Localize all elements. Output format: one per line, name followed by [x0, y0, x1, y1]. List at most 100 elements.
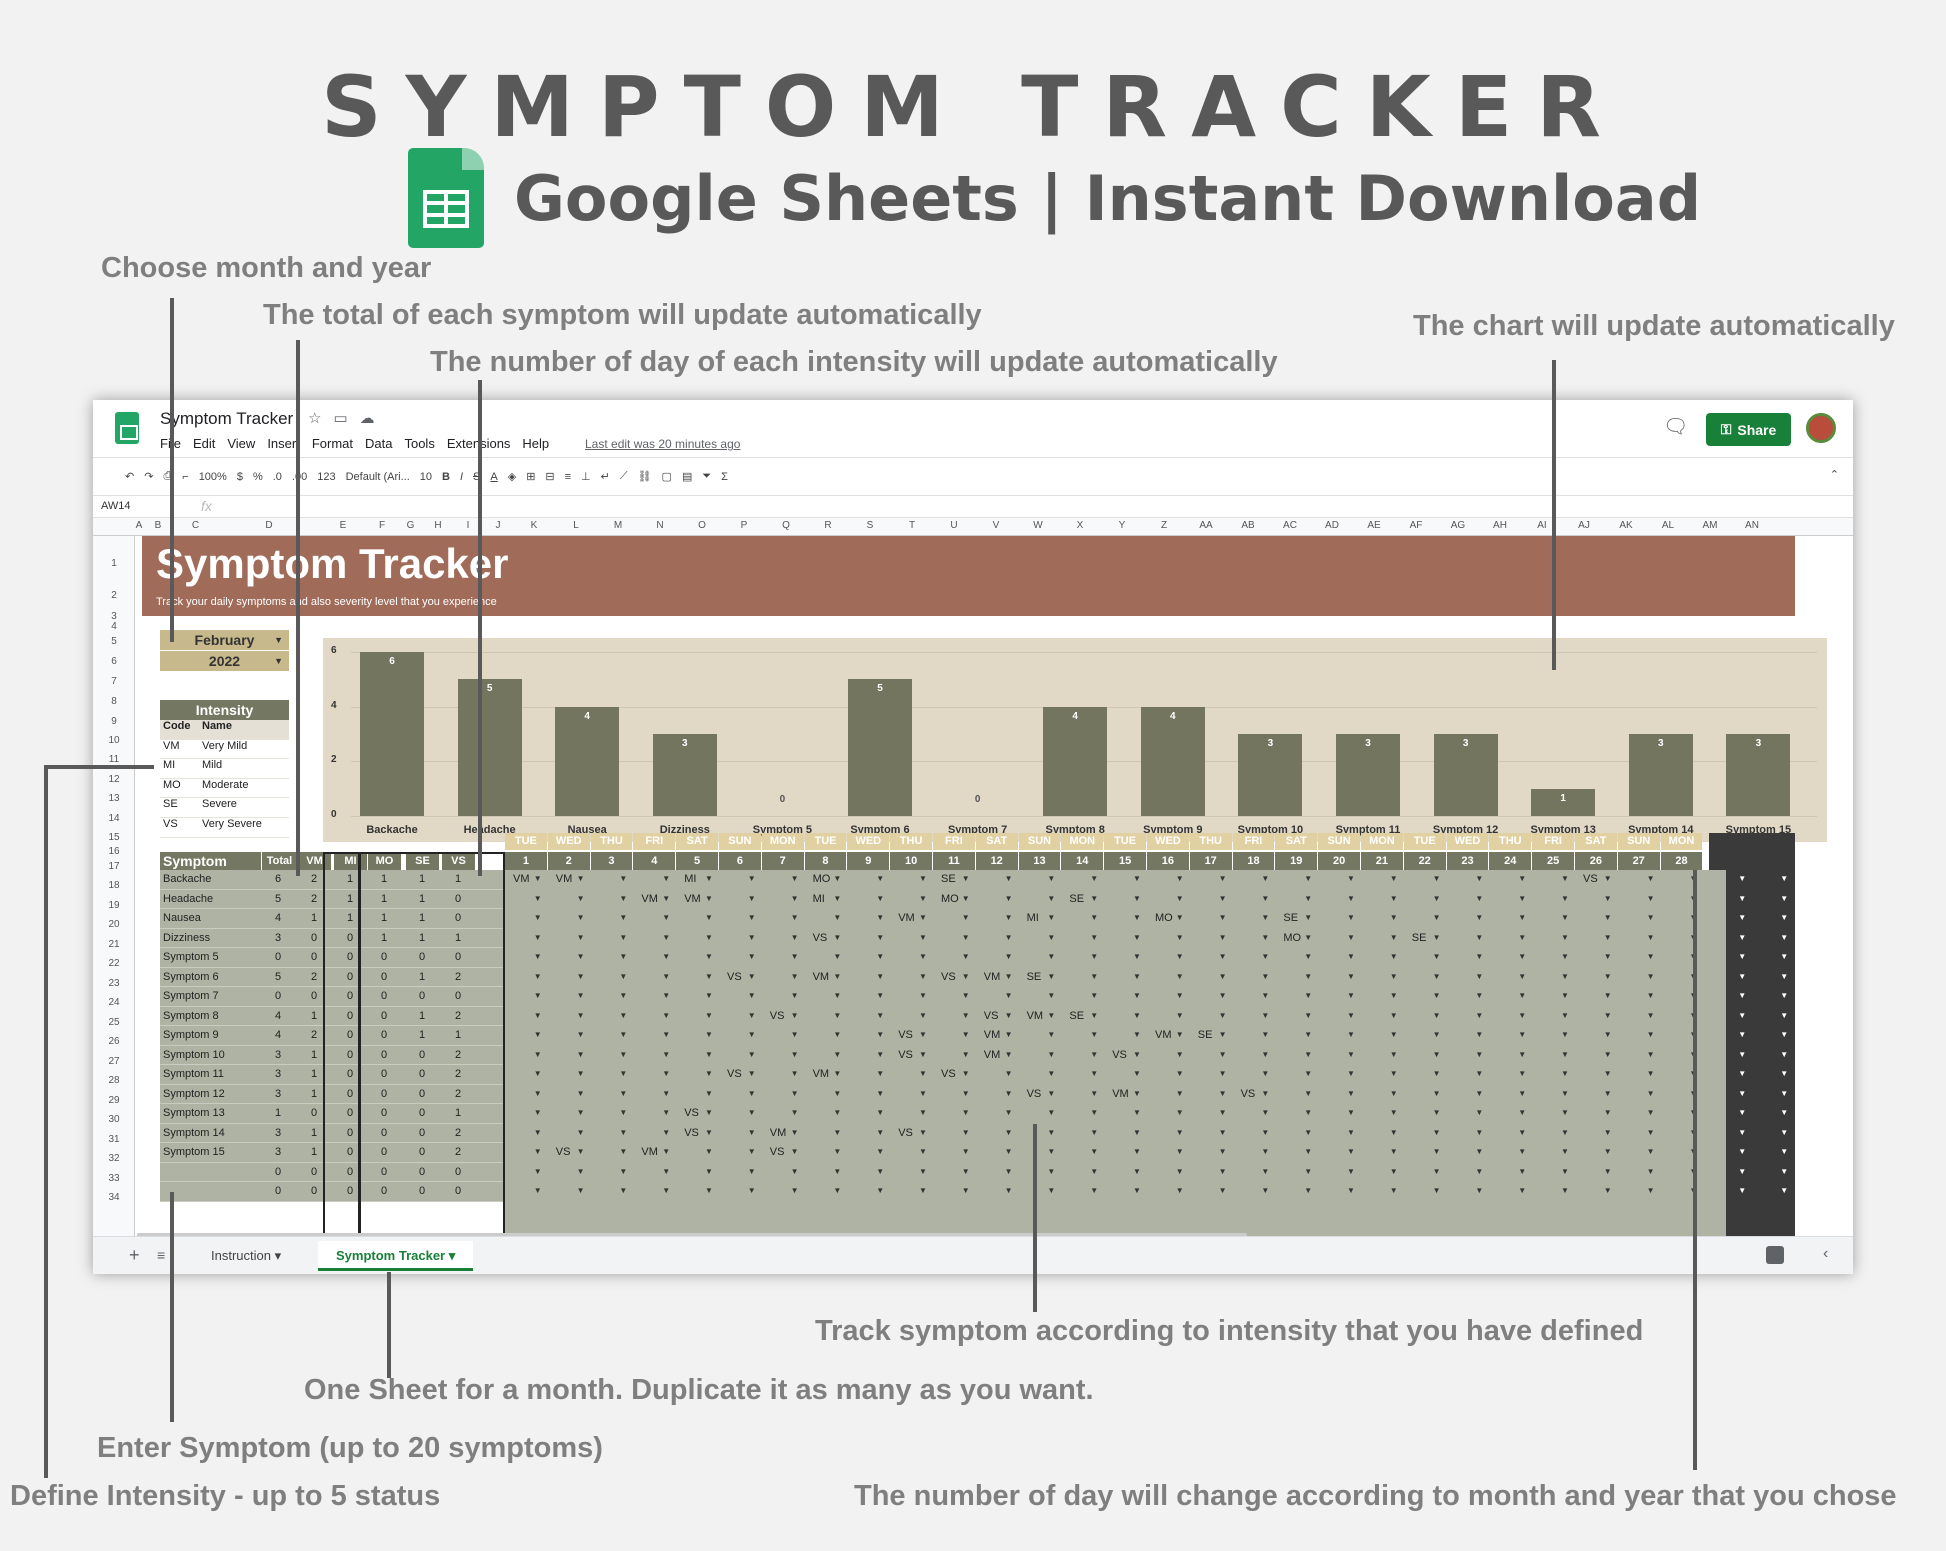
- italic-icon[interactable]: I: [459, 470, 464, 483]
- dropdown-arrow-icon[interactable]: ▼: [1175, 893, 1184, 903]
- dropdown-arrow-icon[interactable]: ▼: [833, 1127, 842, 1137]
- dropdown-arrow-icon[interactable]: ▼: [1175, 991, 1184, 1000]
- dropdown-arrow-icon[interactable]: ▼: [1738, 1010, 1747, 1020]
- dropdown-arrow-icon[interactable]: ▼: [1603, 1127, 1612, 1137]
- row-header-4[interactable]: 4: [111, 621, 117, 632]
- dropdown-arrow-icon[interactable]: ▼: [1218, 1108, 1227, 1117]
- dropdown-arrow-icon[interactable]: ▼: [1304, 874, 1313, 883]
- dropdown-arrow-icon[interactable]: ▼: [1738, 952, 1747, 961]
- column-header-z[interactable]: Z: [1160, 520, 1168, 531]
- dropdown-arrow-icon[interactable]: ▼: [876, 952, 885, 961]
- symptom-name[interactable]: Symptom 10: [163, 1048, 225, 1061]
- dropdown-arrow-icon[interactable]: ▼: [1047, 1049, 1056, 1059]
- dropdown-arrow-icon[interactable]: ▼: [1004, 1069, 1013, 1078]
- intensity-entry[interactable]: VS: [1026, 1087, 1042, 1100]
- dropdown-arrow-icon[interactable]: ▼: [1561, 1030, 1569, 1039]
- dropdown-arrow-icon[interactable]: ▼: [705, 1030, 713, 1039]
- dropdown-arrow-icon[interactable]: ▼: [705, 952, 713, 961]
- dropdown-arrow-icon[interactable]: ▼: [705, 1088, 713, 1098]
- dropdown-arrow-icon[interactable]: ▼: [1518, 1127, 1527, 1137]
- column-header-o[interactable]: O: [698, 520, 706, 531]
- dropdown-arrow-icon[interactable]: ▼: [1561, 1010, 1569, 1020]
- dropdown-arrow-icon[interactable]: ▼: [662, 1030, 671, 1039]
- dropdown-arrow-icon[interactable]: ▼: [1738, 1186, 1747, 1195]
- dropdown-arrow-icon[interactable]: ▼: [1218, 1186, 1227, 1195]
- dropdown-arrow-icon[interactable]: ▼: [1780, 952, 1789, 961]
- dropdown-arrow-icon[interactable]: ▼: [1646, 991, 1655, 1000]
- chart-bar[interactable]: [1238, 734, 1303, 816]
- month-select[interactable]: February ▼: [160, 630, 289, 650]
- dropdown-arrow-icon[interactable]: ▼: [1561, 952, 1569, 961]
- dropdown-arrow-icon[interactable]: ▼: [1304, 1088, 1313, 1098]
- dropdown-arrow-icon[interactable]: ▼: [1090, 893, 1099, 903]
- symptom-name[interactable]: Dizziness: [163, 931, 211, 944]
- font-select[interactable]: Default (Ari...: [345, 470, 410, 483]
- dropdown-arrow-icon[interactable]: ▼: [1047, 913, 1056, 922]
- dropdown-arrow-icon[interactable]: ▼: [919, 952, 927, 961]
- font-size-select[interactable]: 10: [419, 470, 433, 483]
- column-header-s[interactable]: S: [866, 520, 874, 531]
- column-header-ae[interactable]: AE: [1367, 520, 1381, 531]
- intensity-entry[interactable]: VM: [983, 1029, 1001, 1041]
- dropdown-arrow-icon[interactable]: ▼: [1133, 1186, 1141, 1195]
- column-header-ag[interactable]: AG: [1450, 520, 1466, 531]
- dropdown-arrow-icon[interactable]: ▼: [961, 1088, 970, 1098]
- dropdown-arrow-icon[interactable]: ▼: [576, 1010, 585, 1020]
- dropdown-arrow-icon[interactable]: ▼: [1347, 1147, 1355, 1156]
- borders-icon[interactable]: ⊞: [526, 471, 536, 483]
- share-button[interactable]: ⚿ Share: [1706, 413, 1791, 446]
- dropdown-arrow-icon[interactable]: ▼: [1047, 1030, 1056, 1039]
- dropdown-arrow-icon[interactable]: ▼: [662, 1166, 671, 1176]
- dropdown-arrow-icon[interactable]: ▼: [1261, 1127, 1270, 1137]
- dropdown-arrow-icon[interactable]: ▼: [1004, 1147, 1013, 1156]
- dropdown-arrow-icon[interactable]: ▼: [1261, 913, 1270, 922]
- dropdown-arrow-icon[interactable]: ▼: [619, 1108, 628, 1117]
- dropdown-arrow-icon[interactable]: ▼: [1389, 1127, 1398, 1137]
- dropdown-arrow-icon[interactable]: ▼: [1047, 952, 1056, 961]
- dropdown-arrow-icon[interactable]: ▼: [919, 1069, 927, 1078]
- column-header-i[interactable]: I: [466, 520, 470, 531]
- dropdown-arrow-icon[interactable]: ▼: [576, 991, 585, 1000]
- intensity-entry[interactable]: VS: [812, 931, 828, 944]
- dropdown-arrow-icon[interactable]: ▼: [533, 1088, 542, 1098]
- dropdown-arrow-icon[interactable]: ▼: [1822, 893, 1831, 903]
- dropdown-arrow-icon[interactable]: ▼: [1389, 1069, 1398, 1078]
- dropdown-arrow-icon[interactable]: ▼: [790, 1127, 799, 1137]
- dropdown-arrow-icon[interactable]: ▼: [1389, 1108, 1398, 1117]
- tab-symptom-tracker[interactable]: Symptom Tracker ▾: [318, 1241, 474, 1271]
- dropdown-arrow-icon[interactable]: ▼: [1004, 893, 1013, 903]
- dropdown-arrow-icon[interactable]: ▼: [1432, 1166, 1441, 1176]
- dropdown-arrow-icon[interactable]: ▼: [747, 1069, 756, 1078]
- dropdown-arrow-icon[interactable]: ▼: [533, 1147, 542, 1156]
- chart-bar[interactable]: [652, 734, 717, 816]
- dropdown-arrow-icon[interactable]: ▼: [1389, 952, 1398, 961]
- dropdown-arrow-icon[interactable]: ▼: [876, 1147, 885, 1156]
- dropdown-arrow-icon[interactable]: ▼: [1133, 1108, 1141, 1117]
- dropdown-arrow-icon[interactable]: ▼: [790, 1147, 799, 1156]
- dropdown-arrow-icon[interactable]: ▼: [961, 971, 970, 981]
- dropdown-arrow-icon[interactable]: ▼: [1646, 1108, 1655, 1117]
- dropdown-arrow-icon[interactable]: ▼: [1780, 874, 1789, 883]
- dropdown-arrow-icon[interactable]: ▼: [747, 1108, 756, 1117]
- dropdown-arrow-icon[interactable]: ▼: [1389, 1186, 1398, 1195]
- menu-format[interactable]: Format: [311, 436, 353, 451]
- dropdown-arrow-icon[interactable]: ▼: [790, 1186, 799, 1195]
- dropdown-arrow-icon[interactable]: ▼: [747, 1127, 756, 1137]
- intensity-entry[interactable]: VM: [555, 873, 573, 885]
- year-select[interactable]: 2022 ▼: [160, 651, 289, 671]
- dropdown-arrow-icon[interactable]: ▼: [1347, 913, 1355, 922]
- dropdown-arrow-icon[interactable]: ▼: [833, 1088, 842, 1098]
- dropdown-arrow-icon[interactable]: ▼: [1822, 1088, 1831, 1098]
- dropdown-arrow-icon[interactable]: ▼: [533, 1069, 542, 1078]
- symptom-name[interactable]: Backache: [163, 873, 212, 885]
- dropdown-arrow-icon[interactable]: ▼: [747, 1186, 756, 1195]
- intensity-entry[interactable]: VS: [941, 970, 956, 983]
- dropdown-arrow-icon[interactable]: ▼: [747, 971, 756, 981]
- dropdown-arrow-icon[interactable]: ▼: [876, 1108, 885, 1117]
- dropdown-arrow-icon[interactable]: ▼: [1518, 1010, 1527, 1020]
- dropdown-arrow-icon[interactable]: ▼: [705, 893, 713, 903]
- dropdown-arrow-icon[interactable]: ▼: [619, 1069, 628, 1078]
- dropdown-arrow-icon[interactable]: ▼: [919, 1049, 927, 1059]
- dropdown-arrow-icon[interactable]: ▼: [1646, 1049, 1655, 1059]
- dropdown-arrow-icon[interactable]: ▼: [1822, 971, 1831, 981]
